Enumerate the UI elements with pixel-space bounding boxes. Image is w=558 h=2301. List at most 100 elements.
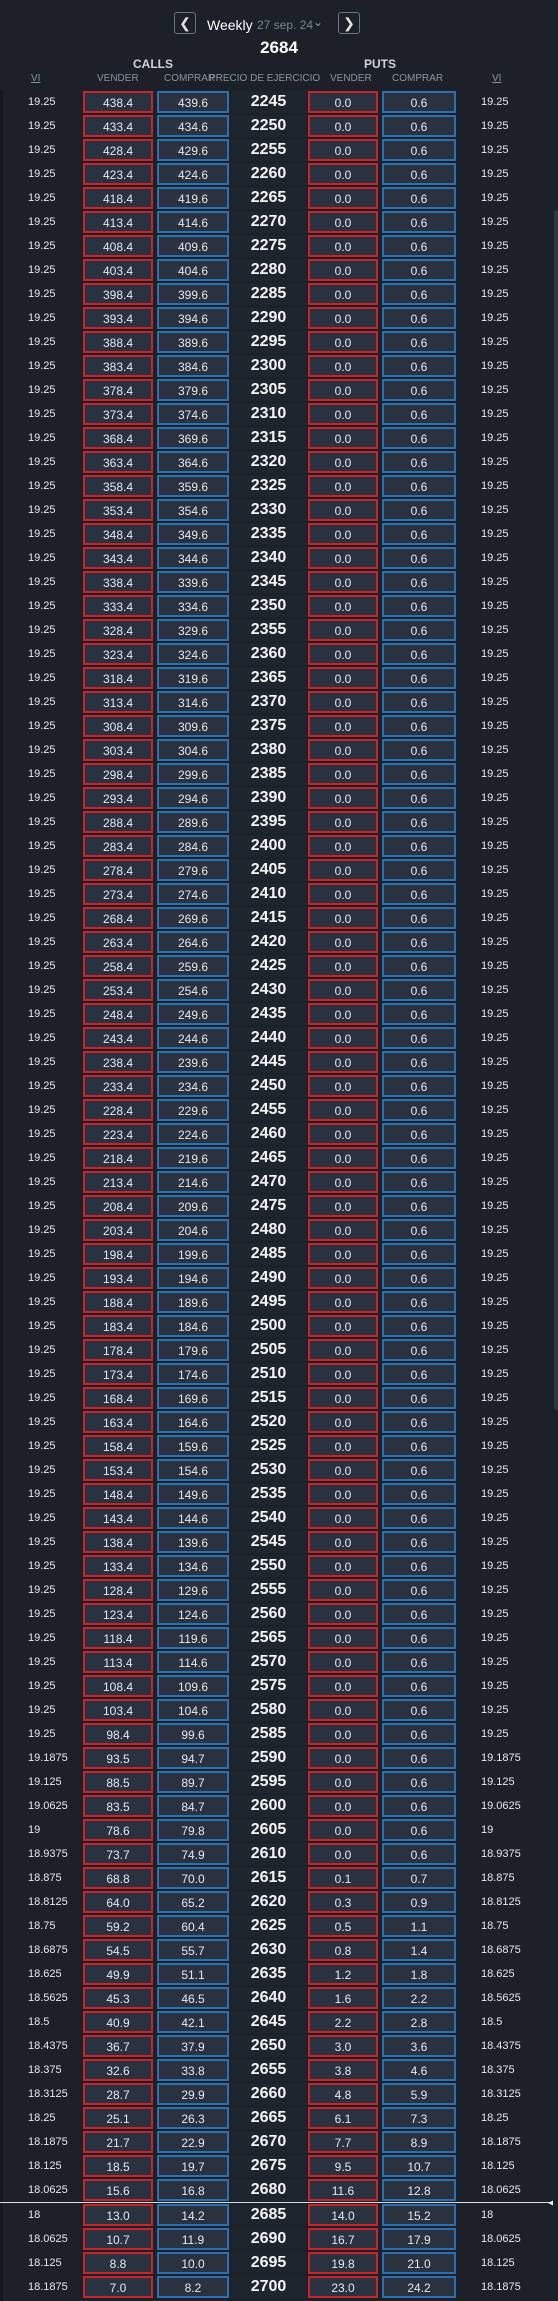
call-sell-button[interactable]: 8.8 (83, 2252, 153, 2274)
call-buy-button[interactable]: 214.6 (157, 1171, 229, 1193)
put-buy-button[interactable]: 0.6 (382, 355, 456, 377)
call-buy-button[interactable]: 254.6 (157, 979, 229, 1001)
call-sell-button[interactable]: 183.4 (83, 1315, 153, 1337)
call-sell-button[interactable]: 10.7 (83, 2228, 153, 2250)
call-buy-button[interactable]: 284.6 (157, 835, 229, 857)
put-buy-button[interactable]: 0.6 (382, 1075, 456, 1097)
call-sell-button[interactable]: 49.9 (83, 1963, 153, 1985)
call-sell-button[interactable]: 403.4 (83, 259, 153, 281)
call-buy-button[interactable]: 11.9 (157, 2228, 229, 2250)
call-sell-button[interactable]: 388.4 (83, 331, 153, 353)
previous-expiry-button[interactable]: ❮ (174, 12, 196, 34)
call-buy-button[interactable]: 74.9 (157, 1843, 229, 1865)
call-sell-button[interactable]: 78.6 (83, 1819, 153, 1841)
put-buy-button[interactable]: 2.2 (382, 1987, 456, 2009)
put-sell-button[interactable]: 0.0 (308, 1675, 378, 1697)
call-sell-button[interactable]: 178.4 (83, 1339, 153, 1361)
put-buy-button[interactable]: 0.6 (382, 1507, 456, 1529)
put-buy-button[interactable]: 0.6 (382, 1531, 456, 1553)
put-sell-button[interactable]: 11.6 (308, 2179, 378, 2201)
call-sell-button[interactable]: 143.4 (83, 1507, 153, 1529)
put-buy-button[interactable]: 5.9 (382, 2083, 456, 2105)
put-buy-button[interactable]: 1.8 (382, 1963, 456, 1985)
call-buy-button[interactable]: 144.6 (157, 1507, 229, 1529)
put-sell-button[interactable]: 0.0 (308, 235, 378, 257)
call-sell-button[interactable]: 203.4 (83, 1219, 153, 1241)
put-buy-button[interactable]: 0.6 (382, 1195, 456, 1217)
call-sell-button[interactable]: 393.4 (83, 307, 153, 329)
put-sell-button[interactable]: 0.0 (308, 259, 378, 281)
call-buy-button[interactable]: 79.8 (157, 1819, 229, 1841)
put-buy-button[interactable]: 0.6 (382, 499, 456, 521)
column-header-vi-calls[interactable]: VI (31, 73, 41, 84)
put-buy-button[interactable]: 0.6 (382, 1771, 456, 1793)
put-sell-button[interactable]: 0.0 (308, 1291, 378, 1313)
put-buy-button[interactable]: 0.6 (382, 307, 456, 329)
call-buy-button[interactable]: 249.6 (157, 1003, 229, 1025)
put-sell-button[interactable]: 0.0 (308, 547, 378, 569)
call-sell-button[interactable]: 313.4 (83, 691, 153, 713)
call-buy-button[interactable]: 84.7 (157, 1795, 229, 1817)
put-sell-button[interactable]: 0.0 (308, 883, 378, 905)
call-sell-button[interactable]: 158.4 (83, 1435, 153, 1457)
call-buy-button[interactable]: 37.9 (157, 2035, 229, 2057)
call-buy-button[interactable]: 33.8 (157, 2059, 229, 2081)
scrollbar[interactable] (553, 90, 558, 2301)
call-sell-button[interactable]: 263.4 (83, 931, 153, 953)
call-sell-button[interactable]: 358.4 (83, 475, 153, 497)
call-sell-button[interactable]: 25.1 (83, 2107, 153, 2129)
put-sell-button[interactable]: 0.0 (308, 475, 378, 497)
put-buy-button[interactable]: 0.6 (382, 1459, 456, 1481)
call-sell-button[interactable]: 413.4 (83, 211, 153, 233)
call-buy-button[interactable]: 149.6 (157, 1483, 229, 1505)
call-buy-button[interactable]: 419.6 (157, 187, 229, 209)
call-sell-button[interactable]: 323.4 (83, 643, 153, 665)
call-sell-button[interactable]: 423.4 (83, 163, 153, 185)
put-sell-button[interactable]: 0.0 (308, 1003, 378, 1025)
call-buy-button[interactable]: 46.5 (157, 1987, 229, 2009)
call-sell-button[interactable]: 298.4 (83, 763, 153, 785)
put-buy-button[interactable]: 0.6 (382, 1603, 456, 1625)
chevron-down-icon[interactable]: ⌄ (313, 15, 324, 29)
put-buy-button[interactable]: 0.6 (382, 955, 456, 977)
call-sell-button[interactable]: 243.4 (83, 1027, 153, 1049)
call-buy-button[interactable]: 154.6 (157, 1459, 229, 1481)
put-buy-button[interactable]: 7.3 (382, 2107, 456, 2129)
put-buy-button[interactable]: 0.6 (382, 331, 456, 353)
call-sell-button[interactable]: 218.4 (83, 1147, 153, 1169)
call-sell-button[interactable]: 273.4 (83, 883, 153, 905)
call-buy-button[interactable]: 349.6 (157, 523, 229, 545)
call-buy-button[interactable]: 124.6 (157, 1603, 229, 1625)
put-sell-button[interactable]: 0.0 (308, 499, 378, 521)
put-sell-button[interactable]: 0.0 (308, 1075, 378, 1097)
put-sell-button[interactable]: 0.0 (308, 1579, 378, 1601)
put-buy-button[interactable]: 0.6 (382, 163, 456, 185)
put-buy-button[interactable]: 0.6 (382, 595, 456, 617)
put-buy-button[interactable]: 0.6 (382, 667, 456, 689)
call-sell-button[interactable]: 228.4 (83, 1099, 153, 1121)
put-sell-button[interactable]: 1.6 (308, 1987, 378, 2009)
call-sell-button[interactable]: 163.4 (83, 1411, 153, 1433)
call-buy-button[interactable]: 204.6 (157, 1219, 229, 1241)
put-sell-button[interactable]: 0.0 (308, 715, 378, 737)
call-sell-button[interactable]: 248.4 (83, 1003, 153, 1025)
put-buy-button[interactable]: 4.6 (382, 2059, 456, 2081)
call-sell-button[interactable]: 98.4 (83, 1723, 153, 1745)
put-sell-button[interactable]: 3.0 (308, 2035, 378, 2057)
put-sell-button[interactable]: 0.3 (308, 1891, 378, 1913)
put-sell-button[interactable]: 0.0 (308, 595, 378, 617)
call-sell-button[interactable]: 253.4 (83, 979, 153, 1001)
put-buy-button[interactable]: 0.6 (382, 1843, 456, 1865)
put-sell-button[interactable]: 6.1 (308, 2107, 378, 2129)
call-sell-button[interactable]: 353.4 (83, 499, 153, 521)
call-buy-button[interactable]: 259.6 (157, 955, 229, 977)
put-sell-button[interactable]: 7.7 (308, 2131, 378, 2153)
put-buy-button[interactable]: 0.6 (382, 1675, 456, 1697)
call-buy-button[interactable]: 19.7 (157, 2155, 229, 2177)
call-buy-button[interactable]: 404.6 (157, 259, 229, 281)
call-buy-button[interactable]: 374.6 (157, 403, 229, 425)
put-buy-button[interactable]: 0.6 (382, 811, 456, 833)
put-sell-button[interactable]: 0.0 (308, 979, 378, 1001)
call-sell-button[interactable]: 318.4 (83, 667, 153, 689)
call-sell-button[interactable]: 138.4 (83, 1531, 153, 1553)
